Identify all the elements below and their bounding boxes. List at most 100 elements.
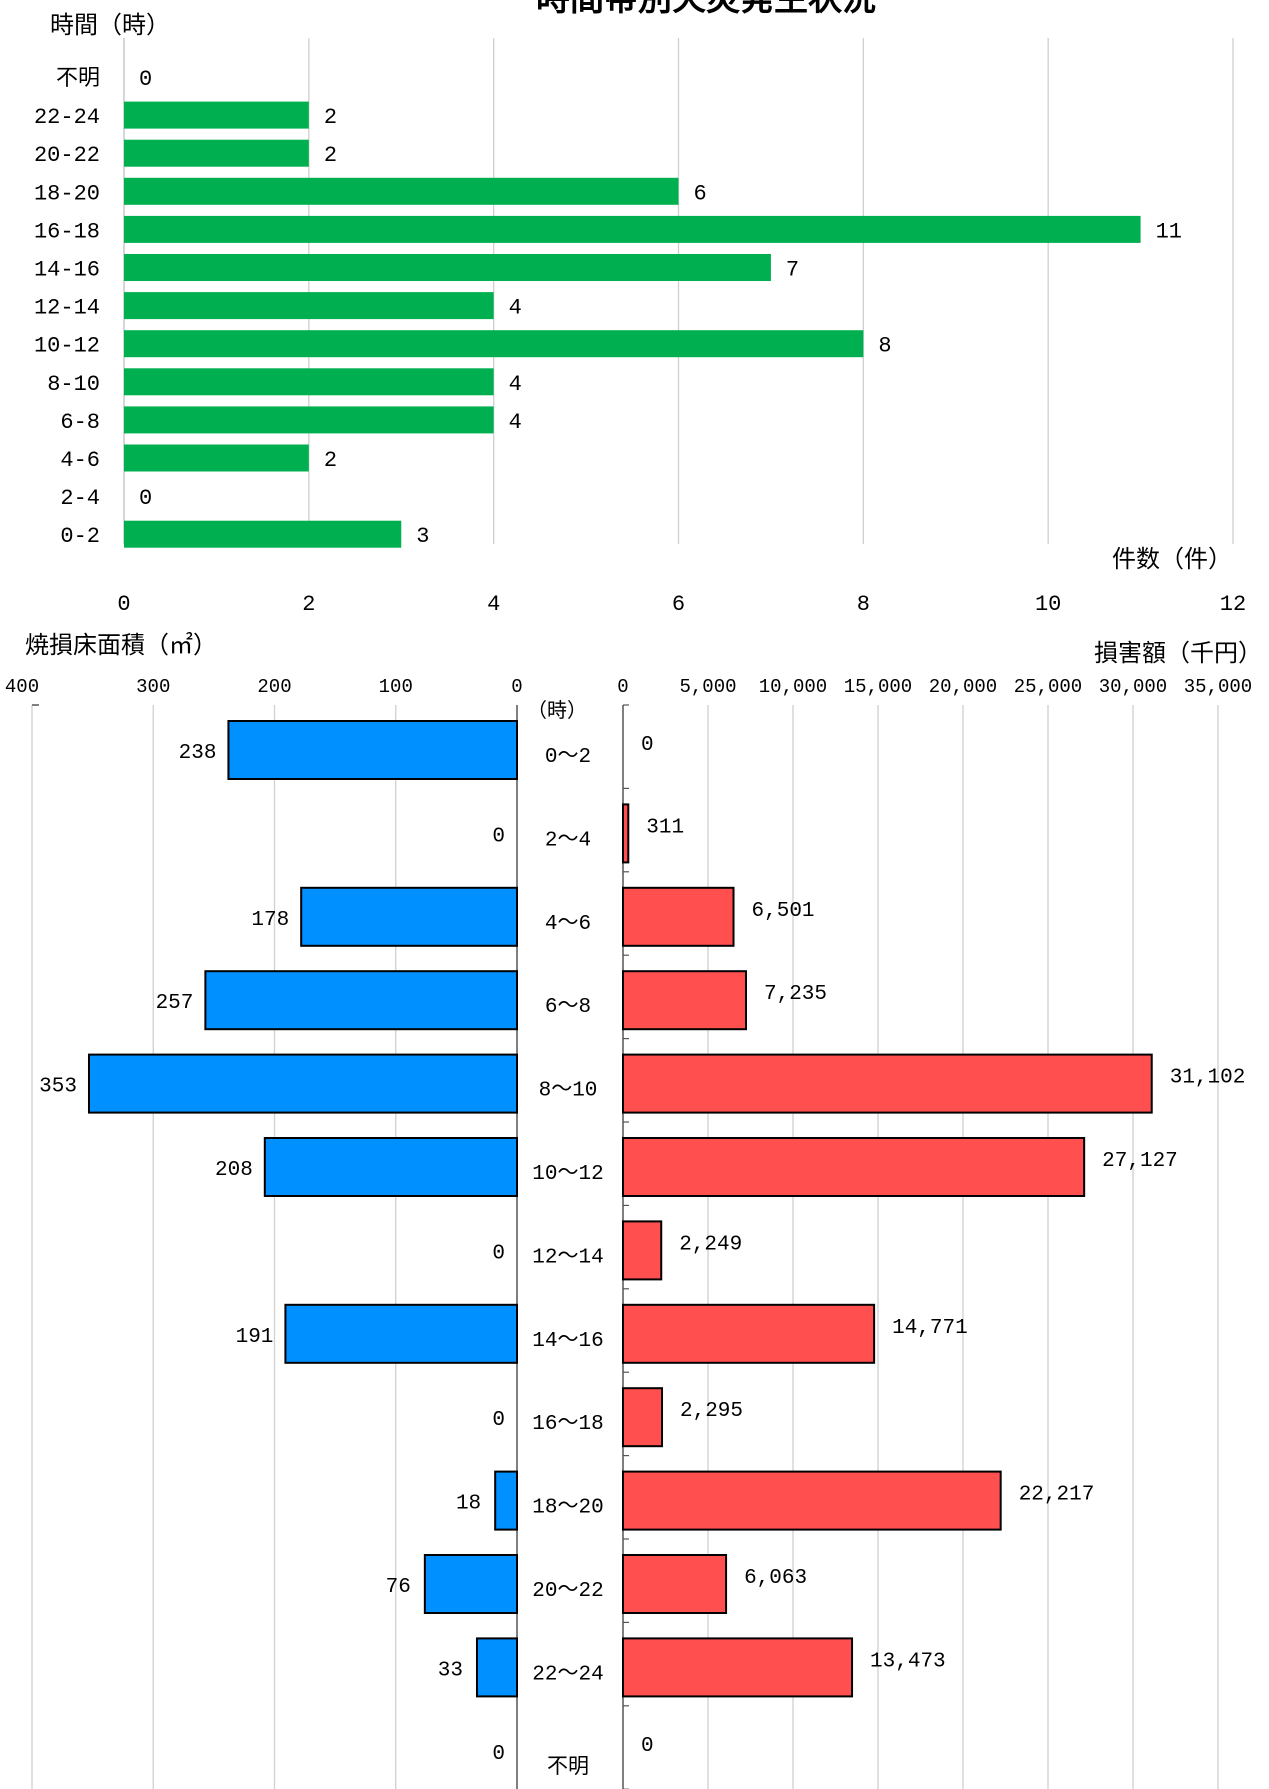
area-chart-x-ticks: 400 300 200 100 0 — [5, 676, 523, 698]
time-category-label: 12～14 — [532, 1246, 603, 1269]
area-bar — [284, 1303, 518, 1364]
count-chart-x-ticks: 0 2 4 6 8 10 12 — [117, 592, 1246, 617]
count-category-label: 22-24 — [34, 105, 100, 130]
damage-chart-x-ticks: 0 5,000 10,000 15,000 20,000 25,000 30,000 35,0… — [617, 676, 1252, 698]
count-bar — [124, 520, 402, 548]
count-category-label: 10-12 — [34, 334, 100, 359]
damage-value-label: 311 — [646, 816, 684, 839]
damage-chart-grid — [622, 704, 1219, 1789]
area-chart-value-labels: 238 0 178 257 353 208 0 191 0 18 76 33 0 — [39, 742, 505, 1766]
damage-bar — [622, 1470, 1002, 1531]
count-category-label: 2-4 — [60, 486, 100, 511]
count-chart-xlabel: 件数（件） — [1112, 545, 1232, 573]
count-category-label: 4-6 — [60, 448, 100, 473]
count-category-label: 0-2 — [60, 524, 100, 549]
count-x-tick-label: 2 — [302, 592, 315, 617]
count-value-label: 11 — [1156, 219, 1182, 244]
area-bar — [227, 720, 519, 780]
area-value-label: 18 — [456, 1493, 481, 1516]
count-value-label: 2 — [324, 143, 337, 168]
area-value-label: 238 — [179, 742, 217, 765]
damage-value-label: 6,063 — [744, 1567, 807, 1590]
damage-bar — [622, 970, 747, 1031]
count-category-label: 不明 — [56, 67, 100, 92]
count-bar — [124, 101, 309, 129]
count-chart-category-labels: 不明 22-24 20-22 18-20 16-18 14-16 12-14 10-12 8-1… — [34, 67, 100, 549]
count-bar — [124, 292, 494, 320]
damage-value-label: 14,771 — [892, 1317, 968, 1340]
count-bar — [124, 406, 494, 434]
damage-bar — [622, 1387, 664, 1448]
area-value-label: 0 — [492, 1743, 505, 1766]
area-x-tick-label: 0 — [511, 676, 522, 698]
count-bar — [124, 215, 1141, 243]
count-x-tick-label: 8 — [857, 592, 870, 617]
chart-title: 時間帯別火災発生状況 — [536, 0, 876, 19]
damage-x-tick-label: 15,000 — [844, 676, 912, 698]
damage-bar — [622, 803, 630, 864]
area-value-label: 0 — [492, 825, 505, 848]
count-value-label: 7 — [786, 258, 799, 283]
area-x-tick-label: 300 — [136, 676, 170, 698]
damage-value-label: 22,217 — [1019, 1484, 1095, 1507]
time-category-label: 10～12 — [532, 1163, 603, 1186]
count-value-label: 8 — [878, 334, 891, 359]
damage-value-label: 13,473 — [870, 1650, 946, 1673]
area-bar — [300, 886, 518, 947]
area-value-label: 191 — [236, 1326, 274, 1349]
time-category-label: 0～2 — [545, 746, 591, 769]
count-value-label: 4 — [509, 410, 522, 435]
time-category-label: 8～10 — [539, 1080, 598, 1103]
damage-x-tick-label: 20,000 — [929, 676, 997, 698]
damage-bar — [622, 1053, 1153, 1114]
damage-value-label: 6,501 — [752, 900, 815, 923]
count-value-label: 0 — [139, 486, 152, 511]
area-bar — [87, 1053, 519, 1114]
area-value-label: 0 — [492, 1242, 505, 1265]
area-chart-bars — [87, 720, 519, 1698]
time-category-label: 16～18 — [532, 1413, 603, 1436]
damage-value-label: 2,295 — [680, 1400, 743, 1423]
damage-x-tick-label: 25,000 — [1014, 676, 1082, 698]
area-bar — [475, 1637, 518, 1698]
area-bar — [423, 1554, 519, 1614]
time-axis-unit: （時） — [527, 698, 587, 722]
area-value-label: 257 — [156, 992, 194, 1015]
count-x-tick-label: 10 — [1035, 592, 1061, 617]
count-chart-ylabel: 時間（時） — [50, 11, 170, 39]
count-bar — [124, 444, 309, 472]
time-category-labels: 0～2 2～4 4～6 6～8 8～10 10～12 12～14 14～16 16～18 18～2… — [532, 746, 603, 1778]
count-category-label: 18-20 — [34, 181, 100, 206]
damage-bar — [622, 1137, 1086, 1197]
time-category-label: 6～8 — [545, 996, 591, 1019]
damage-value-label: 0 — [641, 734, 654, 757]
count-value-label: 6 — [694, 181, 707, 206]
time-category-label: 14～16 — [532, 1330, 603, 1353]
count-value-label: 2 — [324, 448, 337, 473]
damage-bar — [622, 886, 735, 947]
damage-x-tick-label: 10,000 — [759, 676, 827, 698]
area-value-label: 353 — [39, 1076, 77, 1099]
damage-x-tick-label: 0 — [617, 676, 628, 698]
time-category-label: 4～6 — [545, 913, 591, 936]
count-category-label: 6-8 — [60, 410, 100, 435]
count-value-label: 4 — [509, 372, 522, 397]
area-x-tick-label: 400 — [5, 676, 39, 698]
count-x-tick-label: 4 — [487, 592, 500, 617]
damage-chart-bars — [622, 803, 1153, 1698]
area-value-label: 208 — [215, 1159, 253, 1182]
count-chart-bars — [124, 101, 1141, 548]
count-bar — [124, 368, 494, 396]
area-bar — [204, 970, 518, 1031]
damage-value-label: 0 — [641, 1735, 654, 1758]
time-category-label: 20～22 — [532, 1580, 603, 1603]
damage-x-tick-label: 35,000 — [1184, 676, 1252, 698]
area-value-label: 33 — [438, 1659, 463, 1682]
damage-chart-xlabel: 損害額（千円） — [1094, 639, 1262, 667]
count-bar — [124, 177, 679, 205]
damage-value-label: 2,249 — [679, 1233, 742, 1256]
area-chart-xlabel: 焼損床面積（㎡） — [25, 631, 217, 659]
count-bar — [124, 330, 864, 358]
damage-value-label: 31,102 — [1170, 1067, 1246, 1090]
